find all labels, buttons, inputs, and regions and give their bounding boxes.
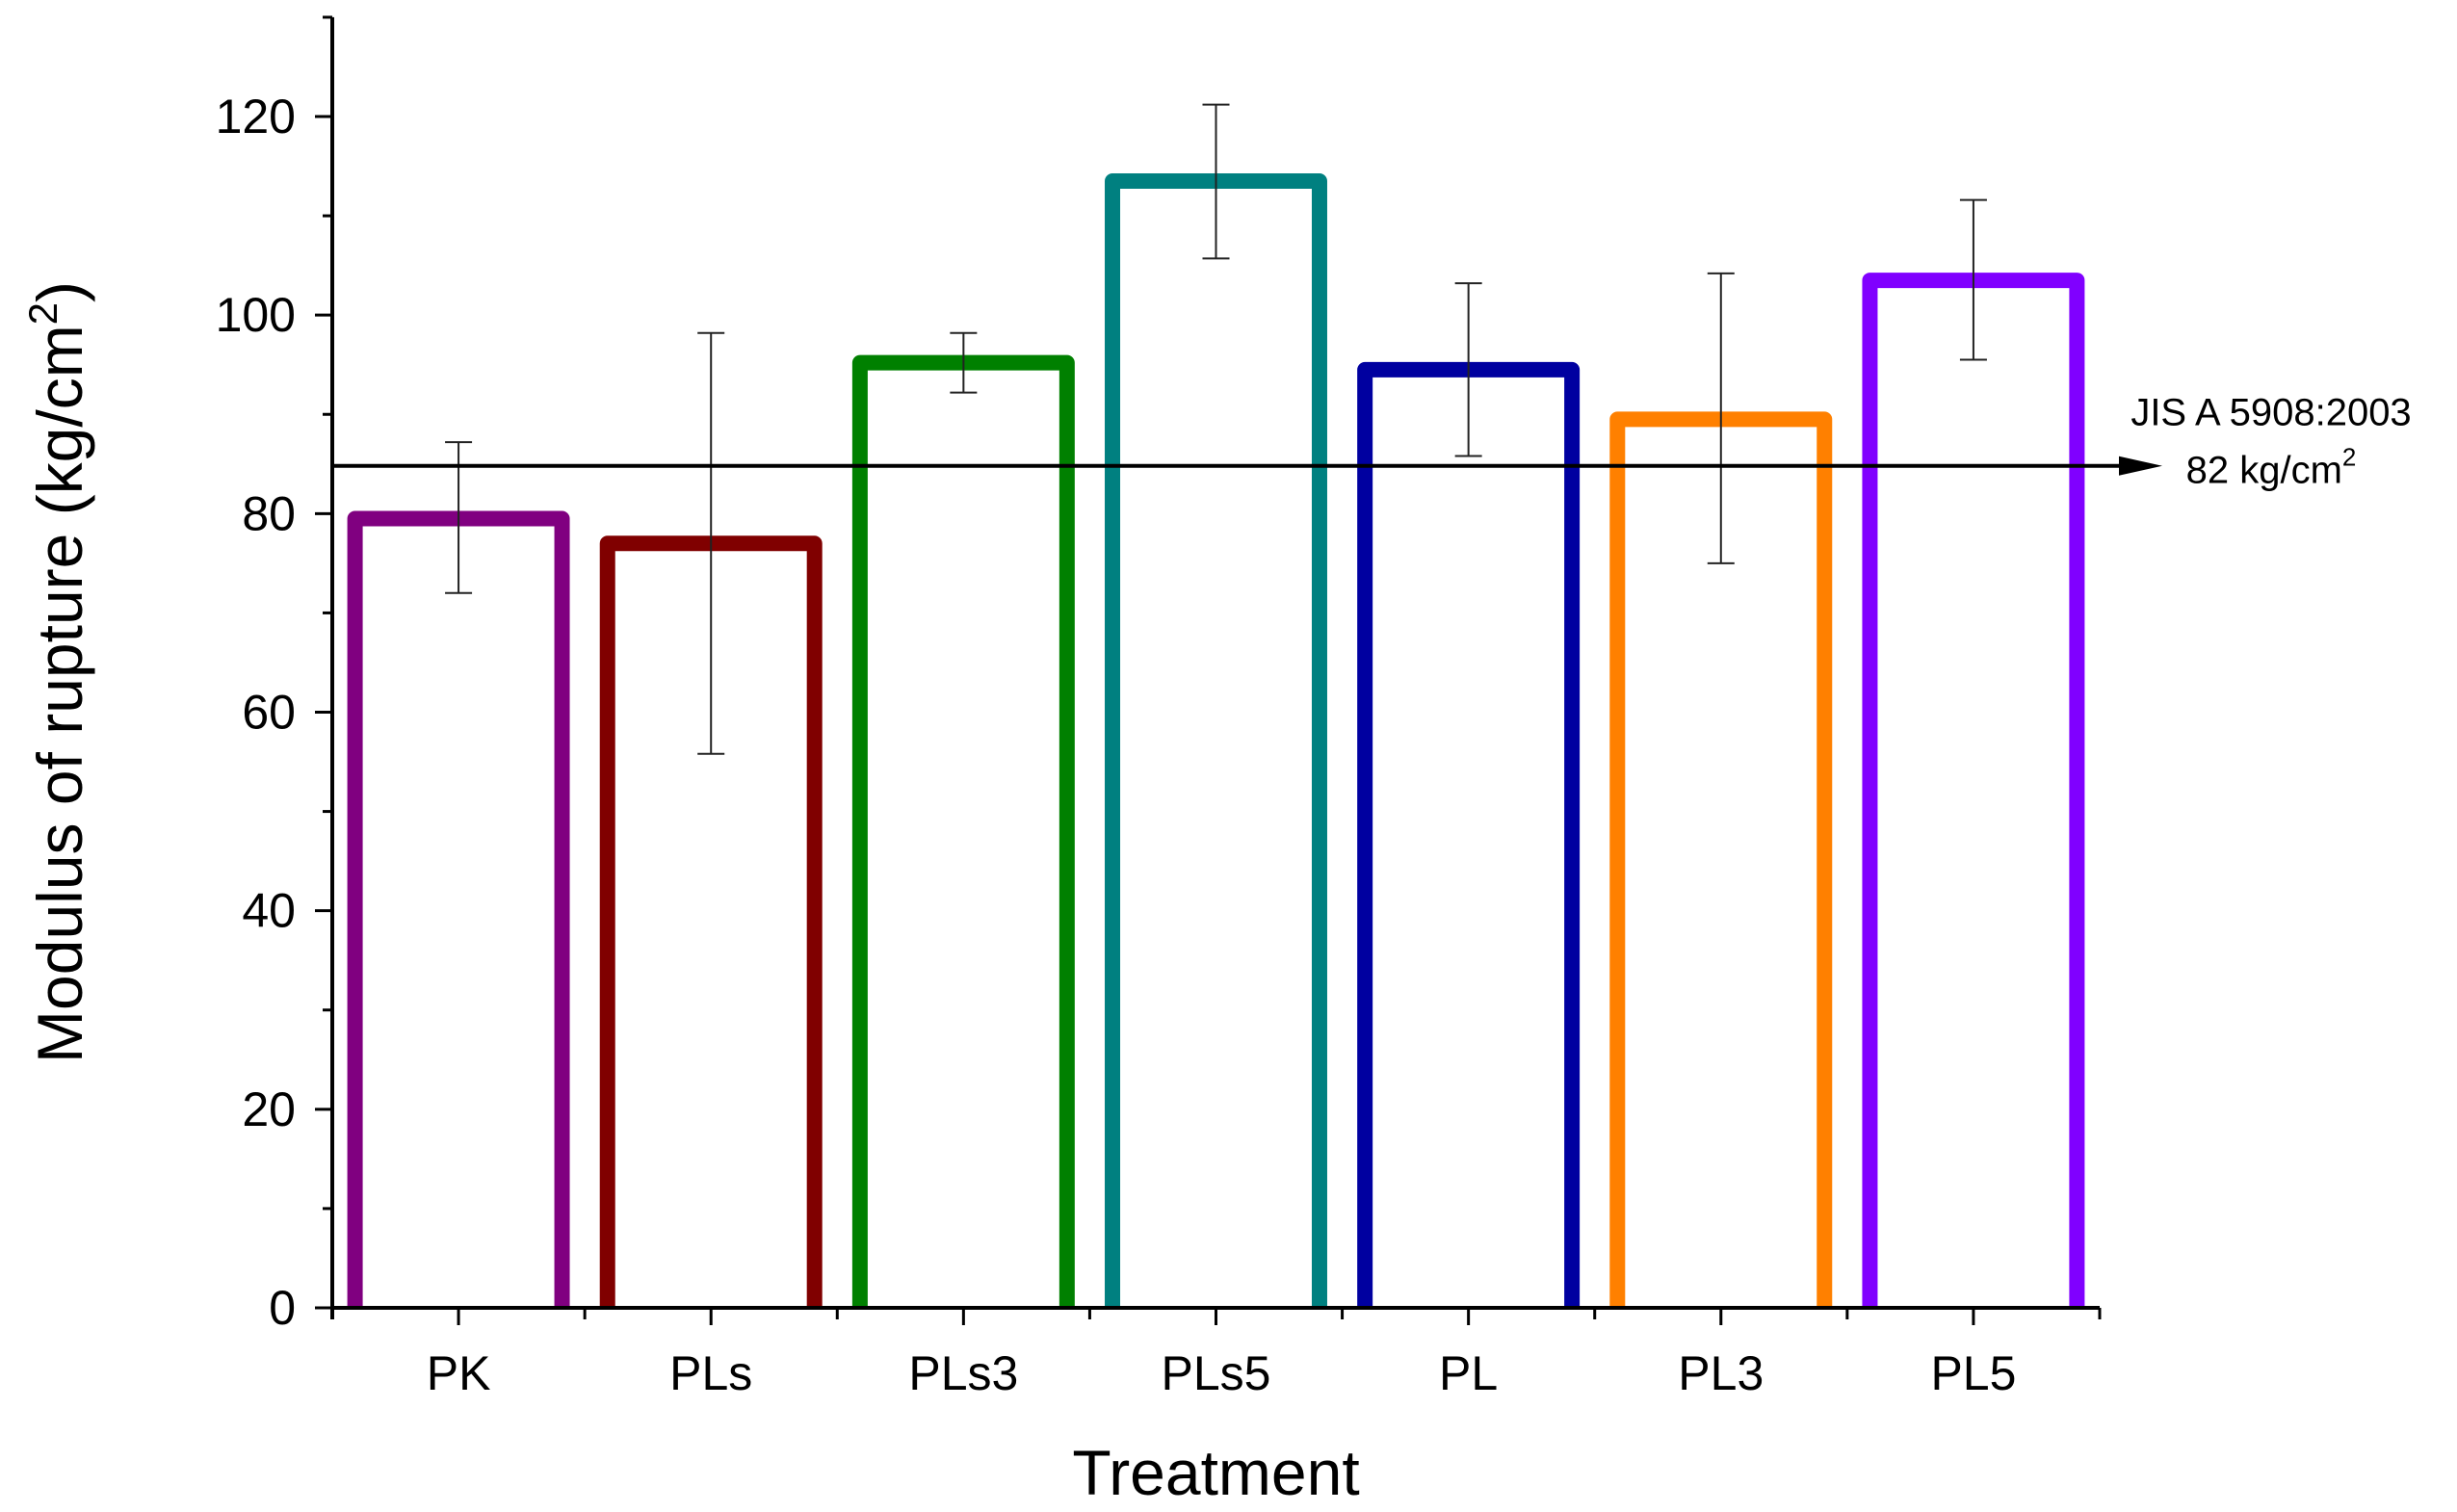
reference-line-layer: JIS A 5908:2003 82 kg/cm2 [332, 392, 2412, 492]
reference-label-superscript: 2 [2342, 443, 2356, 472]
error-bars-layer [445, 103, 1987, 755]
y-tick-label: 60 [242, 686, 296, 740]
y-tick-label: 20 [242, 1082, 296, 1136]
bar-pls3 [851, 354, 1075, 1308]
x-tick-label: PLs5 [1162, 1346, 1271, 1400]
bar-pl [1357, 361, 1581, 1308]
x-tick-label: PL [1439, 1346, 1498, 1400]
x-tick-label: PK [427, 1346, 491, 1400]
x-ticks-layer: PK PLs PLs3 PLs5 PL PL3 PL5 [330, 1308, 2102, 1400]
x-tick-label: PL3 [1678, 1346, 1764, 1400]
y-tick-label: 100 [216, 288, 296, 342]
y-tick-label: 0 [269, 1281, 296, 1335]
y-axis-title: Modulus of rupture (kg/cm2) [20, 281, 95, 1063]
y-tick-label: 80 [242, 486, 296, 540]
bars-layer [347, 173, 2085, 1308]
reference-label-standard: JIS A 5908:2003 [2130, 392, 2411, 434]
y-axis-title-close: ) [24, 281, 95, 302]
reference-label-value: 82 kg/cm2 [2186, 443, 2357, 492]
y-tick-label: 40 [242, 884, 296, 938]
reference-label-value-text: 82 kg/cm [2186, 450, 2342, 492]
x-tick-label: PL5 [1930, 1346, 2016, 1400]
y-axis-title-superscript: 2 [20, 302, 65, 325]
bar-pl5 [1862, 273, 2085, 1308]
x-axis-title: Treatment [1072, 1437, 1359, 1508]
reference-arrow-icon [2119, 456, 2162, 476]
x-tick-label: PLs3 [908, 1346, 1018, 1400]
bar-pk [347, 510, 570, 1308]
y-axis-title-text: Modulus of rupture (kg/cm [24, 325, 95, 1063]
y-ticks-layer: 0 20 40 60 80 100 120 [216, 15, 332, 1335]
x-tick-label: PLs [669, 1346, 752, 1400]
y-tick-label: 120 [216, 90, 296, 143]
bar-pls5 [1105, 173, 1327, 1308]
